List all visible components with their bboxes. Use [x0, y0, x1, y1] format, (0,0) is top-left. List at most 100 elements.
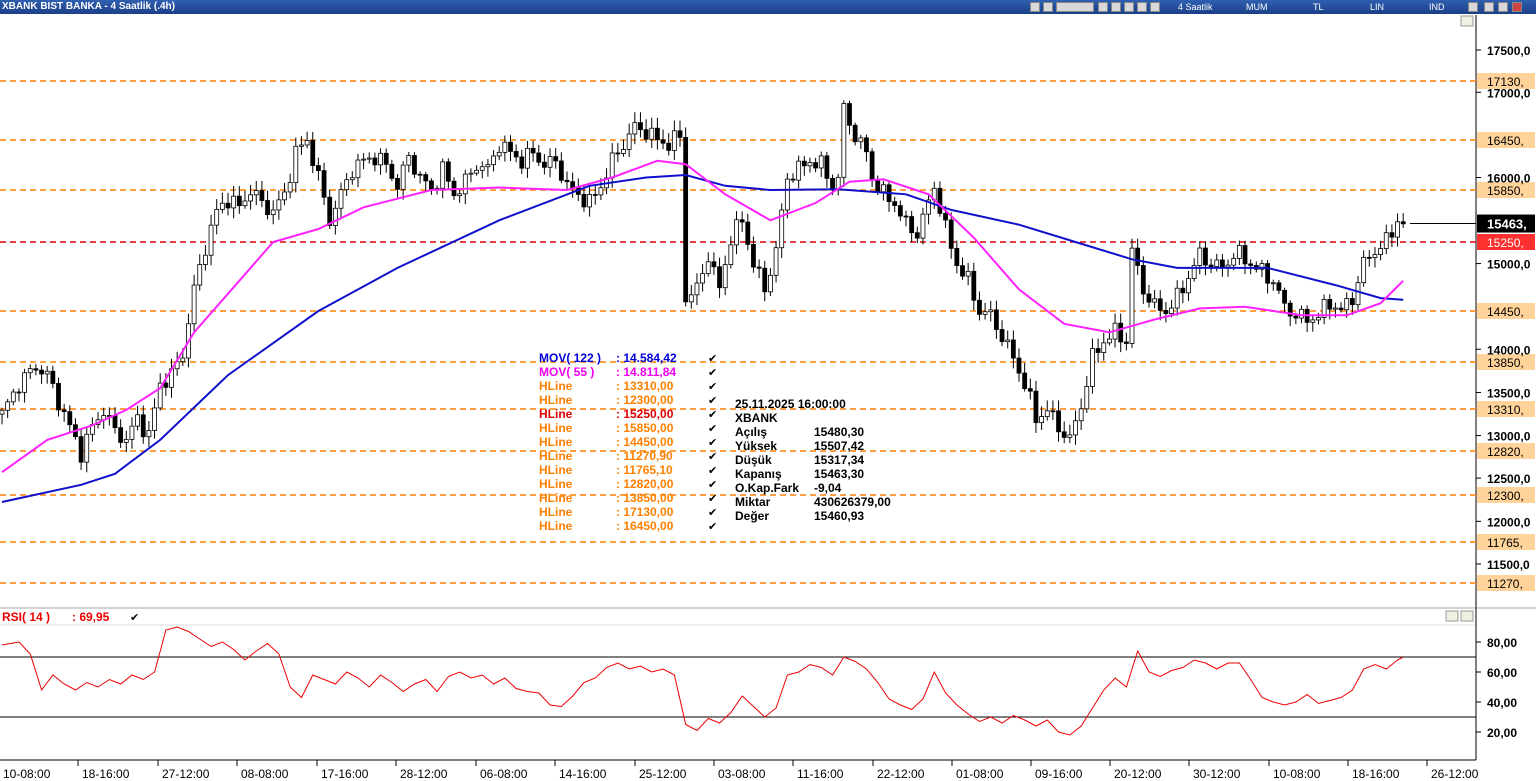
scale-button[interactable]: LIN — [1370, 2, 1385, 12]
candle-body — [655, 127, 660, 141]
candle-body — [485, 164, 491, 168]
candle-body — [671, 130, 677, 151]
indicator-button[interactable]: IND — [1429, 2, 1445, 12]
candle-body — [1078, 408, 1084, 422]
legend-name: HLine — [539, 491, 573, 505]
candle-body — [225, 202, 231, 209]
toolbar-icon[interactable] — [1098, 2, 1108, 12]
candle-body — [332, 207, 338, 226]
rsi-line — [1, 626, 1404, 736]
candle-body — [570, 181, 576, 189]
candle-body — [768, 274, 773, 293]
candle-body — [994, 309, 999, 330]
candle-body — [1067, 434, 1073, 438]
timeframe-button[interactable]: 4 Saatlik — [1178, 2, 1213, 12]
legend-name: HLine — [539, 449, 573, 463]
candle-body — [926, 199, 931, 215]
candle-body — [688, 294, 694, 303]
candle-body — [479, 166, 485, 171]
currency-button[interactable]: TL — [1313, 2, 1324, 12]
candle-body — [135, 414, 141, 427]
candle-body — [965, 270, 971, 277]
candle-body — [734, 219, 739, 246]
candle-body — [219, 202, 225, 210]
candle-body — [982, 311, 988, 315]
candle-body — [253, 190, 259, 196]
legend-name: HLine — [539, 435, 573, 449]
candle-body — [270, 209, 276, 216]
candle-body — [1310, 319, 1316, 323]
candle-body — [722, 264, 728, 289]
close-icon[interactable] — [1512, 2, 1522, 12]
candle-body — [1208, 264, 1214, 267]
candle-body — [943, 212, 948, 221]
toolbar-icon[interactable] — [1111, 2, 1121, 12]
candle-body — [547, 156, 553, 168]
candle-body — [1101, 342, 1107, 353]
info-label: Kapanış — [735, 467, 782, 481]
toolbar-icon[interactable] — [1043, 2, 1053, 12]
y-tick-label: 12000,0 — [1487, 515, 1531, 529]
candle-body — [282, 191, 287, 201]
candle-body — [1180, 287, 1186, 294]
candle-body — [61, 409, 67, 413]
rsi-close-icon[interactable] — [1460, 610, 1474, 622]
candle-body — [16, 391, 22, 394]
hline-label-bg — [1477, 534, 1535, 550]
toolbar-icon[interactable] — [1056, 2, 1094, 12]
toolbar-icon[interactable] — [1124, 2, 1134, 12]
info-value: 15460,93 — [814, 509, 864, 523]
toolbar-icon[interactable] — [1030, 2, 1040, 12]
x-tick-label: 26-12:00 — [1431, 767, 1479, 781]
rsi-panel: 80,00 60,00 40,00 20,00 RSI( 14 ): 69,95 ✔ — [0, 610, 1517, 740]
candle-body — [395, 177, 400, 190]
candle-body — [496, 151, 502, 157]
candle-body — [1135, 247, 1141, 266]
info-value: 15317,34 — [814, 453, 864, 467]
candle-body — [5, 401, 11, 411]
candle-body — [1044, 410, 1050, 417]
candle-body — [841, 103, 847, 178]
price-panel-settings-icon[interactable] — [1460, 15, 1474, 27]
candle-body — [621, 149, 626, 154]
candle-body — [1084, 386, 1090, 410]
info-value: 15480,30 — [814, 425, 864, 439]
hline-label: 17130, — [1487, 75, 1524, 89]
maximize-icon[interactable] — [1498, 2, 1508, 12]
candle-body — [745, 221, 751, 245]
candle-type-button[interactable]: MUM — [1246, 2, 1268, 12]
legend-value: : 16450,00 — [616, 519, 674, 533]
check-icon: ✔ — [708, 450, 717, 463]
candle-body — [1157, 298, 1163, 311]
candle-body — [0, 409, 5, 415]
info-label: Değer — [735, 509, 769, 523]
candle-body — [1395, 221, 1400, 238]
candle-body — [27, 368, 33, 374]
candle-body — [881, 184, 886, 193]
candle-body — [1225, 264, 1231, 268]
candle-body — [999, 329, 1005, 343]
candle-body — [937, 187, 943, 214]
rsi-settings-icon[interactable] — [1445, 610, 1459, 622]
hline-label-bg — [1477, 575, 1535, 591]
candle-body — [344, 179, 350, 191]
x-tick-label: 09-16:00 — [1035, 767, 1083, 781]
minimize-icon[interactable] — [1484, 2, 1494, 12]
candle-body — [1152, 298, 1157, 303]
rsi-title: RSI( 14 ) — [2, 610, 50, 624]
legend-value: : 11270,90 — [616, 449, 673, 463]
check-icon: ✔ — [708, 380, 717, 393]
candle-body — [536, 152, 542, 163]
hline-label-bg — [1477, 443, 1535, 459]
candle-body — [784, 178, 790, 211]
candle-body — [1039, 416, 1044, 424]
toolbar-icon[interactable] — [1137, 2, 1147, 12]
candle-body — [197, 264, 203, 286]
candle-body — [1010, 339, 1016, 359]
toolbar-icon[interactable] — [1150, 2, 1160, 12]
up-arrow-icon[interactable] — [1468, 2, 1478, 12]
candle-body — [423, 174, 429, 182]
candle-body — [457, 193, 463, 197]
